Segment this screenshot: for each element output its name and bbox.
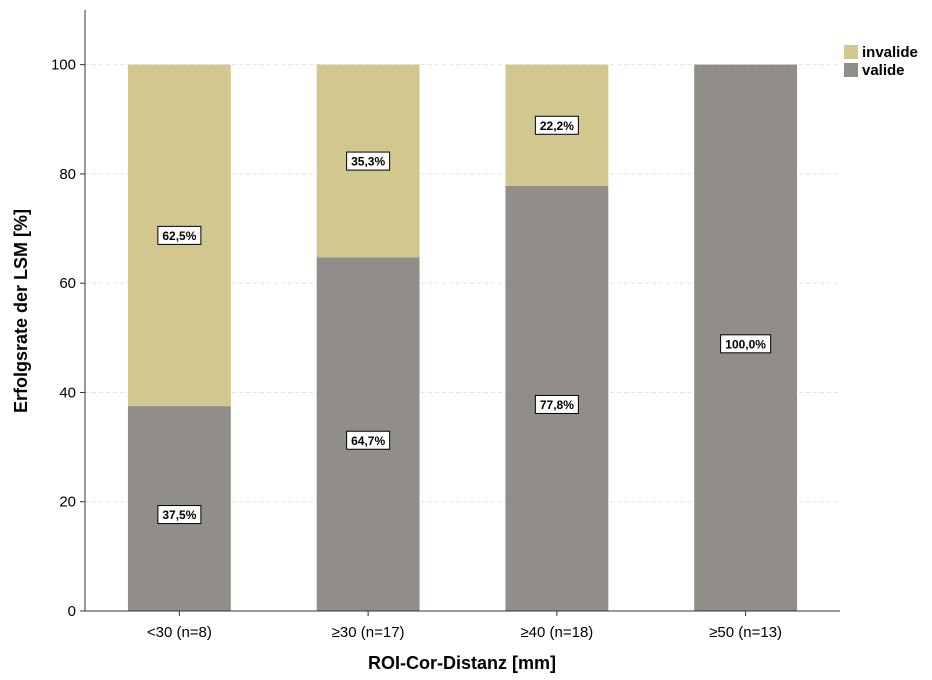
data-label-box bbox=[534, 115, 579, 135]
bars bbox=[127, 64, 798, 612]
y-tick-label: 60 bbox=[59, 275, 76, 292]
data-label-box bbox=[346, 430, 391, 450]
data-label: 62,5% bbox=[162, 229, 196, 243]
x-tick-label: <30 (n=8) bbox=[147, 624, 212, 641]
y-ticks: 0 20 40 60 80 100 bbox=[51, 57, 85, 620]
legend-label-valide: valide bbox=[862, 62, 905, 79]
data-label: 100,0% bbox=[725, 337, 766, 351]
x-axis-title: ROI-Cor-Distanz [mm] bbox=[368, 653, 556, 673]
legend-label-invalide: invalide bbox=[862, 44, 918, 61]
data-label: 37,5% bbox=[162, 508, 196, 522]
y-tick-label: 40 bbox=[59, 384, 76, 401]
data-label: 35,3% bbox=[351, 155, 385, 169]
data-label: 64,7% bbox=[351, 434, 385, 448]
y-tick-label: 0 bbox=[68, 603, 76, 620]
data-label: 77,8% bbox=[540, 398, 574, 412]
legend-swatch-invalide bbox=[844, 45, 858, 59]
x-ticks: <30 (n=8) ≥30 (n=17) ≥40 (n=18) ≥50 (n=13) bbox=[147, 611, 782, 641]
y-tick-label: 20 bbox=[59, 494, 76, 511]
data-label-box bbox=[534, 394, 579, 414]
x-tick-label: ≥30 (n=17) bbox=[332, 624, 405, 641]
x-tick-label: ≥40 (n=18) bbox=[520, 624, 593, 641]
data-labels: 37,5% 62,5% 64,7% 35,3% 77,8% 22,2% 100,0% bbox=[157, 115, 772, 525]
axes bbox=[84, 10, 840, 612]
legend-swatch-valide bbox=[844, 63, 858, 77]
data-label-box bbox=[346, 151, 391, 171]
data-label: 22,2% bbox=[540, 119, 574, 133]
data-label-box bbox=[157, 225, 202, 245]
data-label-box bbox=[720, 334, 772, 354]
y-tick-label: 80 bbox=[59, 166, 76, 183]
data-label-box bbox=[157, 505, 202, 525]
y-axis-title: Erfolgsrate der LSM [%] bbox=[11, 209, 31, 413]
y-tick-label: 100 bbox=[51, 57, 76, 74]
x-tick-label: ≥50 (n=13) bbox=[709, 624, 782, 641]
